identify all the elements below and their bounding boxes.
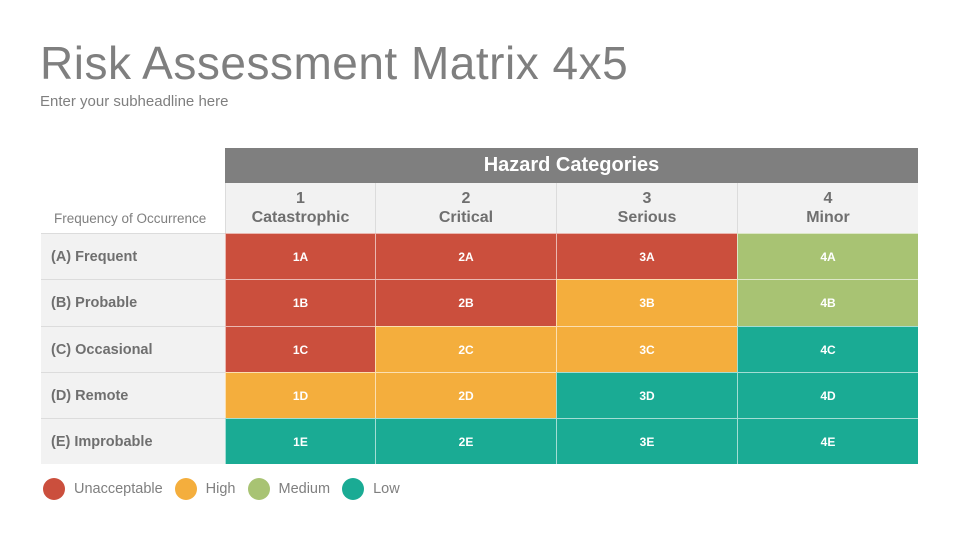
- column-label: Minor: [806, 209, 850, 226]
- column-number: 3: [642, 190, 652, 207]
- matrix-cell-3e: 3E: [556, 418, 737, 464]
- column-header-catastrophic: 1 Catastrophic: [225, 183, 375, 233]
- matrix-cell-3c: 3C: [556, 326, 737, 372]
- legend-label: Low: [373, 481, 400, 497]
- matrix-cell-1a: 1A: [225, 233, 375, 279]
- row-axis-label: Frequency of Occurrence: [54, 211, 207, 226]
- matrix-cell-4c: 4C: [737, 326, 918, 372]
- legend-dot-icon: [342, 478, 365, 500]
- legend-label: High: [205, 481, 236, 497]
- column-label: Catastrophic: [251, 209, 350, 226]
- column-number: 2: [461, 190, 471, 207]
- legend-dot-icon: [247, 478, 270, 500]
- hazard-categories-header: Hazard Categories: [225, 148, 918, 183]
- matrix-cell-2b: 2B: [375, 279, 556, 326]
- column-header-minor: 4 Minor: [737, 183, 918, 233]
- row-header: (B) Probable: [41, 279, 225, 326]
- matrix-cell-1c: 1C: [225, 326, 375, 372]
- matrix-cell-2c: 2C: [375, 326, 556, 372]
- row-header: (D) Remote: [41, 372, 225, 418]
- column-header-serious: 3 Serious: [556, 183, 737, 233]
- matrix-cell-1e: 1E: [225, 418, 375, 464]
- legend-label: Medium: [278, 481, 331, 497]
- matrix-cell-4d: 4D: [737, 372, 918, 418]
- row-header: (A) Frequent: [41, 233, 225, 279]
- column-label: Serious: [617, 209, 677, 226]
- matrix-cell-1d: 1D: [225, 372, 375, 418]
- column-header-critical: 2 Critical: [375, 183, 556, 233]
- column-number: 4: [823, 190, 833, 207]
- column-number: 1: [296, 190, 305, 207]
- matrix-cell-2a: 2A: [375, 233, 556, 279]
- row-header: (E) Improbable: [41, 418, 225, 464]
- page-title: Risk Assessment Matrix 4x5: [40, 37, 629, 89]
- row-header: (C) Occasional: [41, 326, 225, 372]
- matrix-cell-3b: 3B: [556, 279, 737, 326]
- column-label: Critical: [438, 209, 494, 226]
- legend-item-low: Low: [342, 478, 400, 500]
- matrix-cell-3a: 3A: [556, 233, 737, 279]
- matrix-cell-2d: 2D: [375, 372, 556, 418]
- legend-dot-icon: [174, 478, 197, 500]
- legend-item-unacceptable: Unacceptable: [43, 478, 163, 500]
- matrix-cell-3d: 3D: [556, 372, 737, 418]
- legend-label: Unacceptable: [74, 481, 163, 497]
- legend-item-medium: Medium: [247, 478, 331, 500]
- legend-item-high: High: [174, 478, 236, 500]
- page-subtitle: Enter your subheadline here: [40, 93, 229, 110]
- matrix-cell-4e: 4E: [737, 418, 918, 464]
- matrix-cell-2e: 2E: [375, 418, 556, 464]
- matrix-cell-4a: 4A: [737, 233, 918, 279]
- legend: Unacceptable High Medium Low: [43, 478, 412, 500]
- matrix-cell-1b: 1B: [225, 279, 375, 326]
- legend-dot-icon: [43, 478, 65, 500]
- matrix-cell-4b: 4B: [737, 279, 918, 326]
